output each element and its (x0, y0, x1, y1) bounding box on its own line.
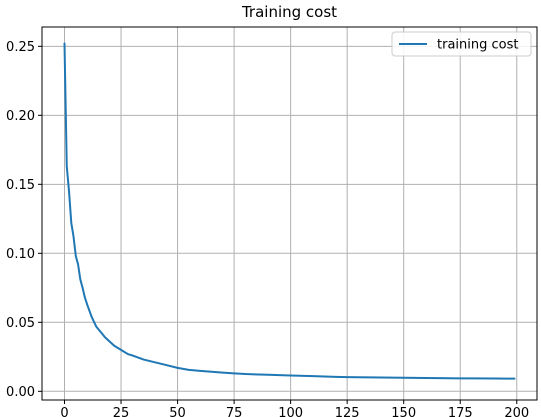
y-tick-label: 0.05 (6, 316, 35, 331)
x-tick-label: 175 (448, 406, 473, 417)
legend-label: training cost (437, 38, 518, 53)
x-tick-label: 150 (391, 406, 416, 417)
plot-background (42, 27, 537, 400)
x-tick-label: 200 (504, 406, 529, 417)
series-line-training-cost (63, 42, 516, 380)
plot-frame (41, 26, 538, 401)
y-tick-label: 0.10 (6, 247, 35, 262)
grid-lines (42, 27, 537, 400)
legend: training cost (391, 31, 532, 57)
y-tick-label: 0.20 (6, 109, 35, 124)
x-tick-label: 50 (169, 406, 186, 417)
legend-box (391, 31, 532, 57)
y-tick-label: 0.25 (6, 40, 35, 55)
y-tick-label: 0.15 (6, 178, 35, 193)
x-tick-label: 125 (335, 406, 360, 417)
series-layer (63, 42, 516, 380)
y-tick-label: 0.00 (6, 385, 35, 400)
x-tick-label: 75 (226, 406, 243, 417)
x-tick-label: 25 (113, 406, 130, 417)
axis-ticks: 0 25 50 75 100 125 150 175 200 0.00 0.05 0.10 0.15 0.… (6, 40, 529, 417)
x-tick-label: 0 (60, 406, 68, 417)
x-tick-label: 100 (278, 406, 303, 417)
chart-title: Training cost (241, 3, 337, 21)
